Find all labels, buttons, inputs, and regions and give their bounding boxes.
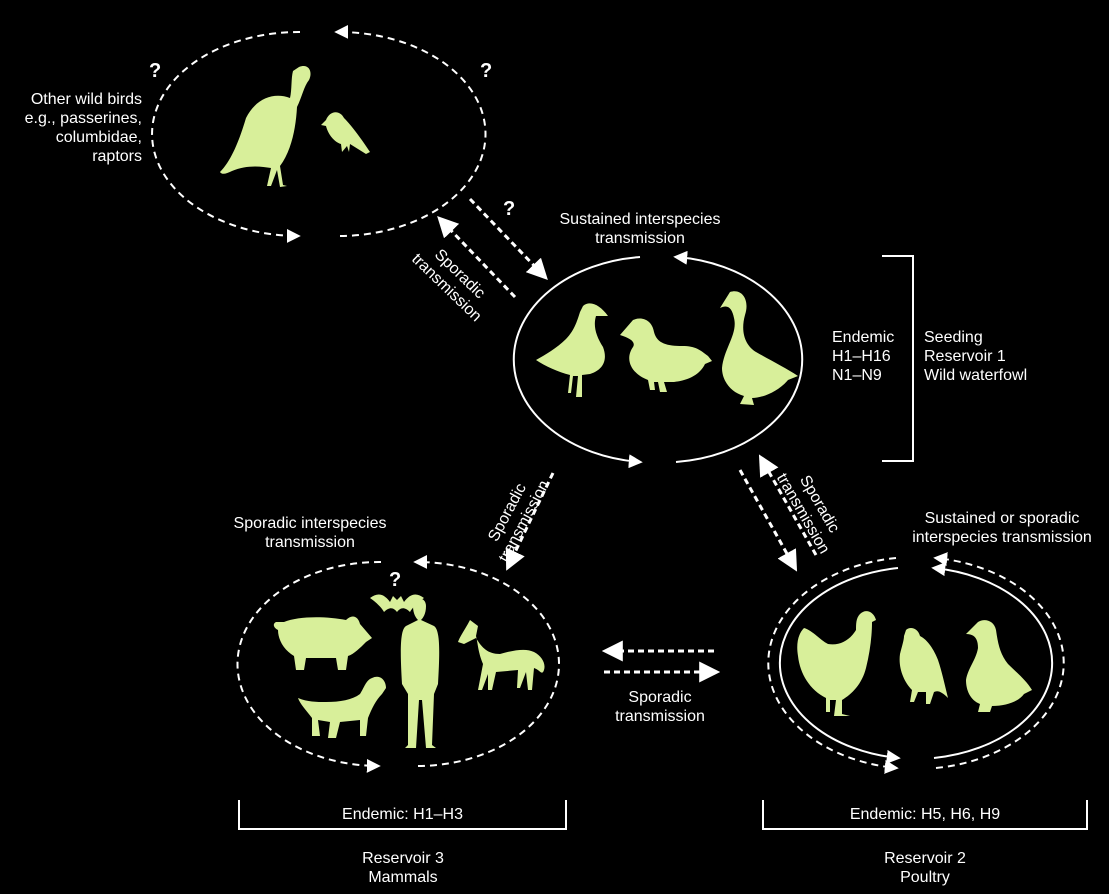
reservoir2-label: Reservoir 2 Poultry [825,849,1025,887]
gull-icon [536,303,608,397]
waterfowl-cycle [512,250,804,469]
reservoir1-bracket [882,255,914,462]
reservoir3-line-2: Mammals [368,869,438,886]
mammals-poultry-arrows [601,640,721,683]
wild-birds-line-1: Other wild birds [30,91,142,108]
reservoir1-line-2: Reservoir 1 [924,348,1006,365]
poultry-cycle [778,562,1054,764]
wild-birds-line-3: columbidae, [55,129,142,146]
sporadic-interspecies-line-1: Sporadic interspecies [233,515,387,532]
horse-icon [458,620,545,690]
wild-birds-label: Other wild birds e.g., passerines, colum… [6,90,142,166]
sustained-or-sporadic-line-2: interspecies transmission [912,529,1092,546]
mammals-bracket [238,800,567,830]
sustained-or-sporadic-label: Sustained or sporadic interspecies trans… [895,509,1109,547]
waterfowl-poultry-arrows [738,454,818,572]
reservoir1-label: Seeding Reservoir 1 Wild waterfowl [924,328,1027,385]
sporadic-interspecies-label: Sporadic interspecies transmission [210,514,410,552]
swan-icon [720,291,798,405]
reservoir2-line-1: Reservoir 2 [884,850,966,867]
human-icon [400,598,440,748]
songbird-icon [321,112,370,154]
sporadic-interspecies-line-2: transmission [265,534,355,551]
sporadic-middle-line-1: Sporadic [628,689,692,706]
endemic-waterfowl-label: Endemic H1–H16 N1–N9 [832,328,894,385]
endemic-waterfowl-line-2: H1–H16 [832,348,891,365]
reservoir3-line-1: Reservoir 3 [362,850,444,867]
bat-icon [370,594,424,612]
question-mark-wild-left: ? [149,60,162,82]
domestic-duck-icon [966,620,1032,712]
sustained-top-line-1: Sustained interspecies [559,211,721,228]
question-mark-bat: ? [389,569,402,591]
sporadic-middle-label: Sporadic transmission [600,688,720,726]
endemic-mammals-label: Endemic: H1–H3 [342,806,463,823]
quail-icon [899,628,948,704]
wild-birds-cycle [151,24,487,243]
poultry-bracket [762,800,1088,830]
reservoir1-line-3: Wild waterfowl [924,367,1028,384]
reservoir1-line-1: Seeding [924,329,983,346]
wild-birds-line-4: raptors [92,148,142,165]
sustained-top-line-2: transmission [595,230,685,247]
vulture-icon [220,66,311,187]
reservoir3-label: Reservoir 3 Mammals [303,849,503,887]
mammals-cycle [236,554,560,773]
sustained-or-sporadic-line-1: Sustained or sporadic [924,510,1080,527]
pig-icon [273,616,372,670]
question-mark-wild-right: ? [480,60,493,82]
reservoir2-line-2: Poultry [900,869,950,886]
endemic-waterfowl-line-3: N1–N9 [832,367,882,384]
wild-birds-line-2: e.g., passerines, [24,110,142,127]
wildbirds-waterfowl-arrows [437,197,548,299]
sporadic-middle-line-2: transmission [615,708,705,725]
chicken-icon [797,611,876,716]
dog-icon [298,676,386,738]
waterfowl-mammals-arrow [505,472,555,571]
poultry-cycle-outer [767,552,1065,774]
duck-icon [620,318,712,392]
question-mark-arrow: ? [503,198,516,220]
sustained-interspecies-label: Sustained interspecies transmission [540,210,740,248]
endemic-poultry-label: Endemic: H5, H6, H9 [849,806,1001,823]
endemic-waterfowl-line-1: Endemic [832,329,895,346]
